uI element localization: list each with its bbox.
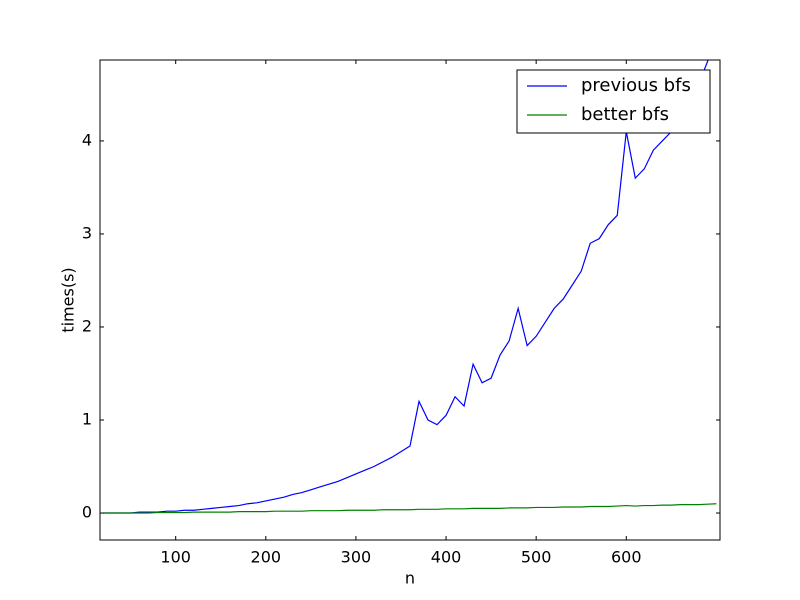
y-tick-label: 4 [82, 130, 92, 149]
data-line [103, 503, 717, 514]
y-tick-label: 2 [82, 316, 92, 335]
legend-label: better bfs [581, 104, 669, 125]
x-tick-label: 500 [521, 548, 552, 567]
data-line [103, 60, 709, 514]
legend-box [516, 69, 711, 134]
y-tick-label: 0 [82, 503, 92, 522]
y-tick-label: 1 [82, 410, 92, 429]
y-tick-label: 3 [82, 223, 92, 242]
x-tick-label: 600 [611, 548, 642, 567]
plot-area [103, 60, 717, 514]
x-axis-label: n [405, 569, 415, 588]
x-tick-label: 200 [251, 548, 282, 567]
legend-label: previous bfs [581, 75, 691, 96]
axes-frame [99, 59, 721, 541]
y-axis-label: times(s) [59, 267, 78, 332]
x-tick-label: 100 [160, 548, 191, 567]
x-tick-label: 400 [431, 548, 462, 567]
x-tick-label: 300 [341, 548, 372, 567]
